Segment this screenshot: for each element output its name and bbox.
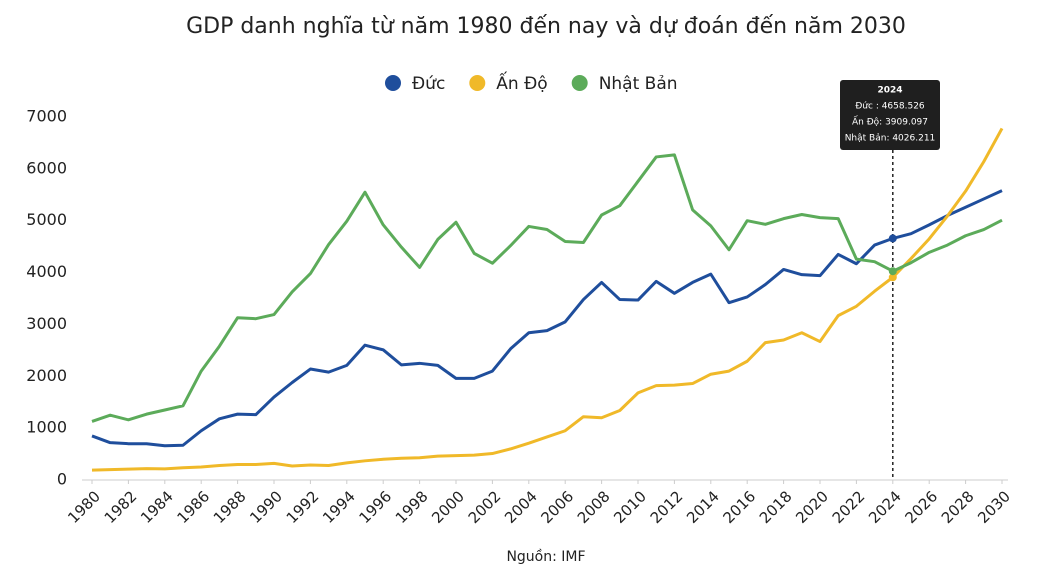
x-tick-label: 1996 (355, 487, 395, 527)
x-tick-label: 2030 (974, 487, 1014, 527)
tooltip-box (840, 80, 940, 150)
y-tick-label: 5000 (26, 210, 67, 229)
tooltip-line: Ấn Độ: 3909.097 (852, 116, 928, 128)
hover-point (888, 273, 897, 282)
x-tick-label: 1994 (319, 487, 359, 527)
x-tick-label: 2006 (537, 487, 577, 527)
x-tick-label: 1992 (283, 487, 323, 527)
x-tick-label: 2004 (501, 487, 541, 527)
legend-label: Đức (412, 74, 445, 94)
y-tick-label: 7000 (26, 107, 67, 126)
hover-point (888, 267, 897, 276)
x-tick-label: 2018 (756, 487, 796, 527)
x-tick-label: 2028 (938, 487, 978, 527)
legend-label: Nhật Bản (599, 74, 678, 94)
legend-marker (469, 75, 486, 91)
y-tick-label: 4000 (26, 262, 67, 281)
legend-marker (385, 75, 401, 91)
x-tick-label: 1980 (64, 487, 104, 527)
tooltip-line: Nhật Bản: 4026.211 (845, 133, 936, 144)
y-tick-label: 3000 (26, 314, 67, 333)
legend-marker (571, 75, 588, 91)
chart-title: GDP danh nghĩa từ năm 1980 đến nay và dự… (186, 14, 906, 39)
source: Nguồn: IMF (506, 548, 585, 565)
x-tick-label: 1984 (137, 487, 177, 527)
x-tick-label: 1986 (173, 487, 213, 527)
x-tick-label: 2026 (901, 487, 941, 527)
x-tick-label: 1988 (210, 487, 250, 527)
y-tick-label: 2000 (26, 366, 67, 385)
x-tick-label: 1982 (101, 487, 141, 527)
x-tick-label: 2002 (465, 487, 505, 527)
series-line (91, 189, 1003, 448)
x-tick-label: 2020 (792, 487, 832, 527)
tooltip-title: 2024 (877, 86, 902, 96)
x-tick-label: 2008 (574, 487, 614, 527)
x-tick-label: 2012 (647, 487, 687, 527)
series-line (91, 153, 1003, 423)
legend-label: Ấn Độ (496, 70, 547, 94)
tooltip: 2024 Đức : 4658.526 Ấn Độ: 3909.097 Nhật Bả… (840, 80, 940, 150)
x-tick-label: 2014 (683, 487, 723, 527)
x-tick-label: 2024 (865, 487, 905, 527)
x-tick-label: 2016 (719, 487, 759, 527)
tooltip-line: Đức : 4658.526 (855, 102, 925, 112)
hover-point (888, 234, 897, 243)
x-tick-label: 2000 (428, 487, 468, 527)
y-tick-label: 0 (57, 470, 67, 489)
y-tick-label: 1000 (26, 418, 67, 437)
x-tick-label: 1990 (246, 487, 286, 527)
x-tick-label: 2022 (829, 487, 869, 527)
x-tick-label: 1998 (392, 487, 432, 527)
y-tick-label: 6000 (26, 158, 67, 177)
x-tick-label: 2010 (610, 487, 650, 527)
series-line (91, 127, 1004, 472)
